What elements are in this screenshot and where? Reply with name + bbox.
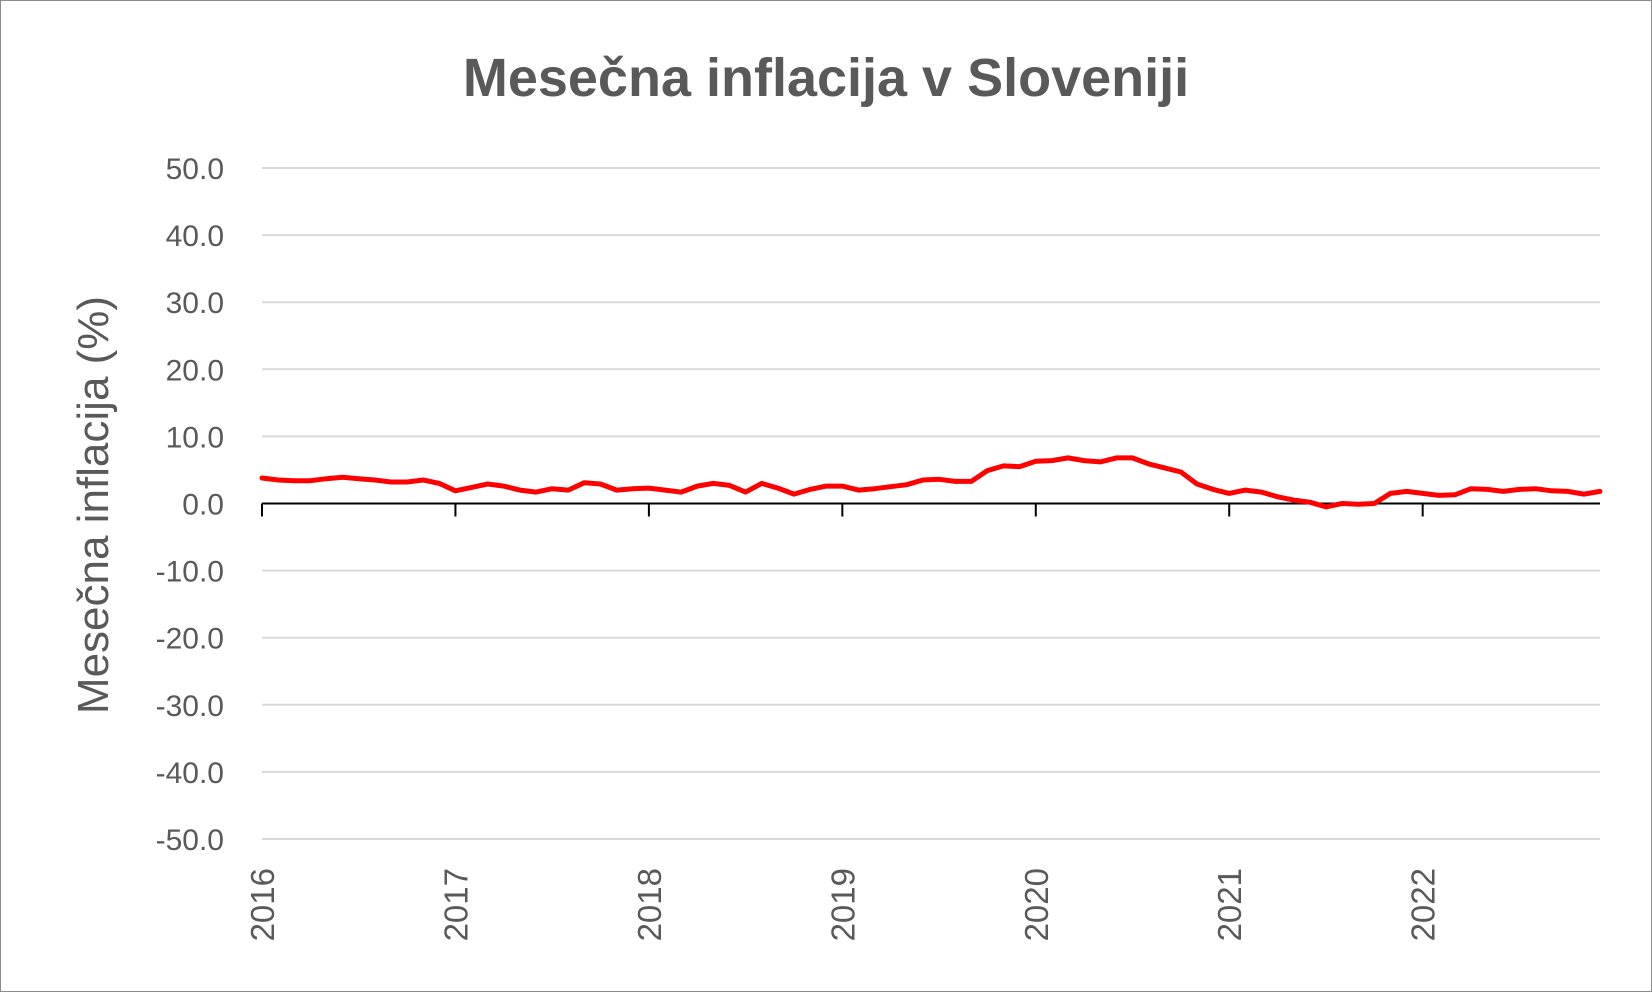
y-tick-label: 10.0 [166,421,224,454]
y-tick-label: 50.0 [166,153,224,186]
x-tick-label: 2020 [1018,868,1055,941]
x-tick-label: 2018 [631,868,668,941]
gridlines [262,167,1600,840]
x-tick-label: 2019 [824,868,861,941]
x-axis [261,502,1600,517]
y-tick-label: -20.0 [156,623,224,656]
y-tick-label: -40.0 [156,757,224,790]
x-tick-label: 2021 [1211,868,1248,941]
x-tick-label: 2022 [1405,868,1442,941]
chart-title: Mesečna inflacija v Sloveniji [463,48,1189,108]
series-layer [259,455,1603,510]
y-tick-labels: 50.0 40.0 30.0 20.0 10.0 0.0 -10.0 -20.0 -30.0 -4… [156,153,224,857]
y-tick-label: -50.0 [156,824,224,857]
y-tick-label: 0.0 [182,489,224,522]
y-axis-label: Mesečna inflacija (%) [69,296,118,714]
x-tick-labels: 2016 2017 2018 2019 2020 2021 2022 [244,868,1442,941]
y-tick-label: -10.0 [156,556,224,589]
x-tick-label: 2017 [437,868,474,941]
x-tick-label: 2016 [244,868,281,941]
y-tick-label: 40.0 [166,220,224,253]
y-tick-label: 30.0 [166,287,224,320]
series-line [259,455,1603,510]
y-tick-label: -30.0 [156,690,224,723]
y-tick-label: 20.0 [166,354,224,387]
